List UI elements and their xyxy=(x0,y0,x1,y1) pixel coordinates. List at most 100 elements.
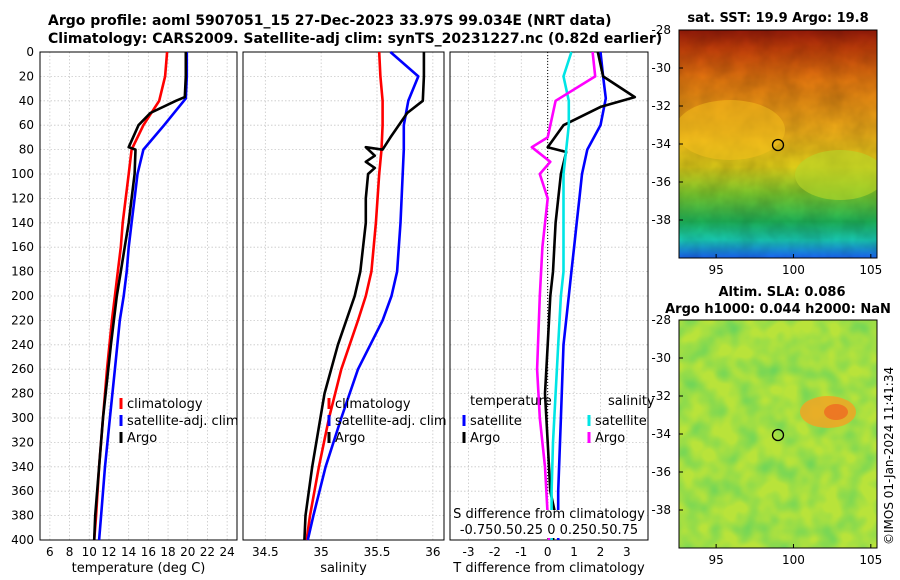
map-lat-label: -30 xyxy=(651,351,671,365)
depth-tick-label: 360 xyxy=(11,484,34,498)
map-lon-label: 100 xyxy=(782,263,805,277)
axes-frame xyxy=(39,51,238,541)
depth-tick-label: 300 xyxy=(11,411,34,425)
map-lat-label: -30 xyxy=(651,61,671,75)
legend-label: satellite-adj. clim xyxy=(335,414,447,429)
x-axis-label: salinity xyxy=(320,561,367,576)
x-axis-label: temperature (deg C) xyxy=(72,561,206,576)
axes-frame xyxy=(242,51,445,541)
secondary-axis-title: S difference from climatology xyxy=(453,507,645,522)
series-line-climatology xyxy=(305,51,384,541)
depth-tick-label: 60 xyxy=(19,118,34,132)
depth-tick-label: 240 xyxy=(11,338,34,352)
map-lon-label: 105 xyxy=(859,263,882,277)
x-tick-label: 34.5 xyxy=(252,545,279,559)
series-line-salinity-satellite xyxy=(550,51,573,540)
depth-tick-label: 320 xyxy=(11,435,34,449)
map-lat-label: -38 xyxy=(651,213,671,227)
depth-tick-label: 100 xyxy=(11,167,34,181)
depth-tick-label: 260 xyxy=(11,362,34,376)
legend-label: Argo xyxy=(470,431,500,446)
x-axis-label: T difference from climatology xyxy=(452,561,645,576)
x-tick-label: 24 xyxy=(220,545,235,559)
sst-cool-patch xyxy=(795,150,877,200)
x-tick-label: 1 xyxy=(570,545,578,559)
difference-panel: -3 -2 -1 0 1 2 3 T difference from climatology t… xyxy=(449,51,655,576)
map-lat-label: -38 xyxy=(651,503,671,517)
legend-label: satellite xyxy=(595,414,647,429)
legend-label: satellite-adj. clim xyxy=(127,414,239,429)
x-tick-label: -3 xyxy=(462,545,474,559)
x-tick-label: 35.5 xyxy=(364,545,391,559)
temperature-panel: 0 20 40 60 80 100 120 140 160 180 200 220 240 260 280 3… xyxy=(11,45,239,576)
salinity-panel: 34.5 35 35.5 36 salinity climatology satellite… xyxy=(242,51,447,576)
series-line-argo xyxy=(92,52,188,541)
x-tick-label: 16 xyxy=(141,545,156,559)
legend-title-temperature: temperature xyxy=(470,394,552,409)
x-tick-label: 36 xyxy=(425,545,440,559)
legend-label: climatology xyxy=(335,397,411,412)
x-tick-label: 3 xyxy=(623,545,631,559)
sla-argo-location-marker xyxy=(771,428,785,442)
map-lon-label: 95 xyxy=(708,263,723,277)
sst-map-title: sat. SST: 19.9 Argo: 19.8 xyxy=(687,11,868,26)
x-tick-label: 8 xyxy=(66,545,74,559)
depth-tick-label: 380 xyxy=(11,509,34,523)
x-tick-label: 20 xyxy=(180,545,195,559)
sla-map-title-1: Altim. SLA: 0.086 xyxy=(719,285,846,300)
map-lon-label: 100 xyxy=(782,553,805,567)
depth-tick-label: 340 xyxy=(11,460,34,474)
map-lat-label: -36 xyxy=(651,465,671,479)
depth-tick-label: 40 xyxy=(19,94,34,108)
series-line-temperature-argo xyxy=(543,51,637,541)
sst-map: sat. SST: 19.9 Argo: 19.8 -28 -30 -32 -34 -3… xyxy=(651,11,882,277)
sla-texture xyxy=(679,320,877,548)
secondary-axis-bg xyxy=(451,510,647,538)
map-lat-label: -28 xyxy=(651,23,671,37)
legend-label: satellite xyxy=(470,414,522,429)
depth-tick-label: 80 xyxy=(19,143,34,157)
x-tick-label: 18 xyxy=(160,545,175,559)
secondary-axis-ticks: -0.750.50.25 0 0.250.50.75 xyxy=(460,523,638,538)
x-tick-label: 0 xyxy=(544,545,552,559)
legend-label: Argo xyxy=(127,431,157,446)
x-tick-label: 12 xyxy=(101,545,116,559)
sla-map-title-2: Argo h1000: 0.044 h2000: NaN xyxy=(665,302,891,317)
legend-label: Argo xyxy=(335,431,365,446)
legend-label: Argo xyxy=(595,431,625,446)
legend-title-salinity: salinity xyxy=(608,394,655,409)
sla-map: Altim. SLA: 0.086 Argo h1000: 0.044 h200… xyxy=(651,285,890,567)
imos-watermark: ©IMOS 01-Jan-2024 11:41:34 xyxy=(882,367,896,545)
x-tick-label: 6 xyxy=(46,545,54,559)
depth-tick-label: 400 xyxy=(11,533,34,547)
series-line-satellite-adj-clim xyxy=(97,52,189,541)
legend-label: climatology xyxy=(127,397,203,412)
x-tick-label: 2 xyxy=(597,545,605,559)
depth-tick-label: 280 xyxy=(11,387,34,401)
series-line-satellite-adj-clim xyxy=(306,51,420,541)
series-line-salinity-argo xyxy=(530,51,597,541)
x-tick-label: 22 xyxy=(200,545,215,559)
depth-tick-label: 200 xyxy=(11,289,34,303)
depth-tick-label: 160 xyxy=(11,240,34,254)
x-tick-label: 10 xyxy=(82,545,97,559)
sst-warm-patch xyxy=(679,100,785,160)
depth-tick-label: 140 xyxy=(11,216,34,230)
x-tick-label: 14 xyxy=(121,545,136,559)
map-lat-label: -36 xyxy=(651,175,671,189)
map-lat-label: -28 xyxy=(651,313,671,327)
series-line-argo xyxy=(303,52,426,541)
x-tick-label: -1 xyxy=(515,545,527,559)
sst-argo-location-marker xyxy=(771,138,785,152)
plot-title-line1: Argo profile: aoml 5907051_15 27-Dec-202… xyxy=(48,13,612,29)
depth-tick-label: 180 xyxy=(11,265,34,279)
x-tick-label: 35 xyxy=(314,545,329,559)
x-tick-label: -2 xyxy=(489,545,501,559)
sla-high-anomaly-core xyxy=(824,404,848,420)
map-lon-label: 105 xyxy=(859,553,882,567)
depth-tick-label: 220 xyxy=(11,313,34,327)
map-lat-label: -34 xyxy=(651,427,671,441)
series-line-temperature-satellite xyxy=(556,51,608,540)
depth-tick-label: 20 xyxy=(19,69,34,83)
